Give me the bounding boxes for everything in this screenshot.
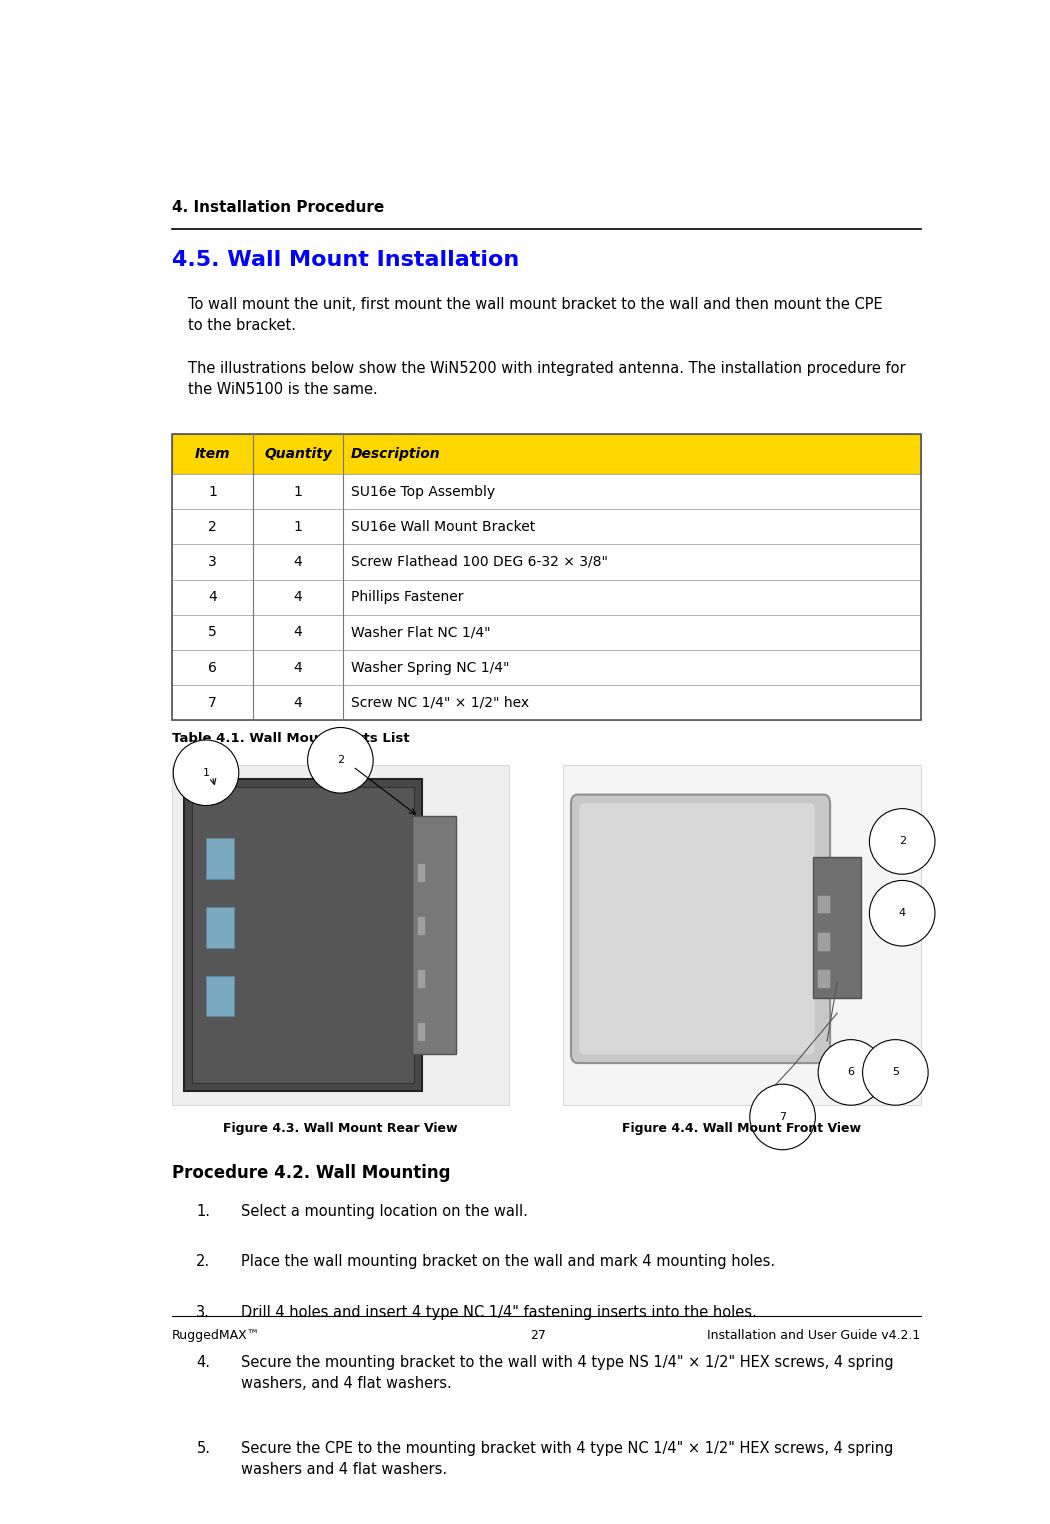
Text: SU16e Top Assembly: SU16e Top Assembly xyxy=(351,485,496,498)
Text: 4: 4 xyxy=(294,555,302,568)
Text: Phillips Fastener: Phillips Fastener xyxy=(351,590,463,604)
FancyBboxPatch shape xyxy=(184,779,422,1091)
FancyBboxPatch shape xyxy=(206,975,234,1017)
FancyBboxPatch shape xyxy=(172,509,921,544)
Text: Drill 4 holes and insert 4 type NC 1/4" fastening inserts into the holes.: Drill 4 holes and insert 4 type NC 1/4" … xyxy=(242,1305,757,1320)
Text: Procedure 4.2. Wall Mounting: Procedure 4.2. Wall Mounting xyxy=(172,1164,450,1183)
FancyBboxPatch shape xyxy=(817,933,831,951)
Text: Figure 4.4. Wall Mount Front View: Figure 4.4. Wall Mount Front View xyxy=(622,1122,861,1135)
Text: 27: 27 xyxy=(530,1329,546,1341)
Text: Screw Flathead 100 DEG 6-32 × 3/8": Screw Flathead 100 DEG 6-32 × 3/8" xyxy=(351,555,608,568)
Text: Washer Spring NC 1/4": Washer Spring NC 1/4" xyxy=(351,660,509,675)
Text: To wall mount the unit, first mount the wall mount bracket to the wall and then : To wall mount the unit, first mount the … xyxy=(188,297,883,332)
FancyBboxPatch shape xyxy=(814,856,861,998)
Text: 4. Installation Procedure: 4. Installation Procedure xyxy=(172,201,384,215)
Text: Screw NC 1/4" × 1/2" hex: Screw NC 1/4" × 1/2" hex xyxy=(351,696,529,710)
FancyBboxPatch shape xyxy=(172,686,921,721)
Text: 1: 1 xyxy=(208,485,217,498)
Text: Washer Flat NC 1/4": Washer Flat NC 1/4" xyxy=(351,625,490,640)
Text: 4: 4 xyxy=(294,696,302,710)
Text: Select a mounting location on the wall.: Select a mounting location on the wall. xyxy=(242,1204,528,1219)
Text: 3.: 3. xyxy=(196,1305,210,1320)
Text: 2.: 2. xyxy=(196,1254,210,1269)
Text: 4: 4 xyxy=(899,908,906,919)
FancyBboxPatch shape xyxy=(172,579,921,614)
Text: 6: 6 xyxy=(847,1067,855,1077)
FancyBboxPatch shape xyxy=(580,803,815,1055)
FancyBboxPatch shape xyxy=(417,1023,425,1041)
Text: Quantity: Quantity xyxy=(265,447,332,460)
Text: Place the wall mounting bracket on the wall and mark 4 mounting holes.: Place the wall mounting bracket on the w… xyxy=(242,1254,775,1269)
Text: 3: 3 xyxy=(208,555,217,568)
FancyBboxPatch shape xyxy=(571,794,831,1064)
FancyBboxPatch shape xyxy=(172,474,921,509)
FancyBboxPatch shape xyxy=(172,434,921,474)
FancyBboxPatch shape xyxy=(172,649,921,686)
Text: Installation and User Guide v4.2.1: Installation and User Guide v4.2.1 xyxy=(708,1329,921,1341)
Text: The illustrations below show the WiN5200 with integrated antenna. The installati: The illustrations below show the WiN5200… xyxy=(188,361,906,398)
Text: 4: 4 xyxy=(208,590,217,604)
Text: Figure 4.3. Wall Mount Rear View: Figure 4.3. Wall Mount Rear View xyxy=(224,1122,458,1135)
Text: 4: 4 xyxy=(294,590,302,604)
FancyBboxPatch shape xyxy=(563,765,921,1105)
Text: 2: 2 xyxy=(899,837,906,846)
Text: Secure the CPE to the mounting bracket with 4 type NC 1/4" × 1/2" HEX screws, 4 : Secure the CPE to the mounting bracket w… xyxy=(242,1440,894,1477)
FancyBboxPatch shape xyxy=(417,969,425,988)
Text: 6: 6 xyxy=(208,660,217,675)
Text: 1: 1 xyxy=(203,768,210,777)
FancyBboxPatch shape xyxy=(172,614,921,649)
FancyBboxPatch shape xyxy=(417,863,425,882)
Text: RuggedMAX™: RuggedMAX™ xyxy=(172,1329,260,1341)
Text: Table 4.1. Wall Mount Parts List: Table 4.1. Wall Mount Parts List xyxy=(172,732,410,745)
Text: 5: 5 xyxy=(891,1067,899,1077)
Text: 4: 4 xyxy=(294,660,302,675)
FancyBboxPatch shape xyxy=(413,817,456,1053)
Text: Item: Item xyxy=(195,447,230,460)
Text: 2: 2 xyxy=(337,756,344,765)
Text: 5: 5 xyxy=(208,625,217,640)
Text: 2: 2 xyxy=(208,520,217,533)
Text: Description: Description xyxy=(351,447,441,460)
Text: 7: 7 xyxy=(208,696,217,710)
Text: 5.: 5. xyxy=(196,1440,210,1455)
Text: 4: 4 xyxy=(294,625,302,640)
Text: 1: 1 xyxy=(294,485,302,498)
FancyBboxPatch shape xyxy=(417,916,425,936)
Text: 4.5. Wall Mount Installation: 4.5. Wall Mount Installation xyxy=(172,250,519,270)
FancyBboxPatch shape xyxy=(817,895,831,913)
Text: 1.: 1. xyxy=(196,1204,210,1219)
Text: 1: 1 xyxy=(294,520,302,533)
FancyBboxPatch shape xyxy=(206,838,234,879)
Text: Secure the mounting bracket to the wall with 4 type NS 1/4" × 1/2" HEX screws, 4: Secure the mounting bracket to the wall … xyxy=(242,1355,894,1391)
Text: 4.: 4. xyxy=(196,1355,210,1370)
FancyBboxPatch shape xyxy=(172,765,509,1105)
FancyBboxPatch shape xyxy=(206,907,234,948)
Text: SU16e Wall Mount Bracket: SU16e Wall Mount Bracket xyxy=(351,520,536,533)
Text: 7: 7 xyxy=(779,1113,786,1122)
FancyBboxPatch shape xyxy=(817,969,831,988)
FancyBboxPatch shape xyxy=(192,786,414,1084)
FancyBboxPatch shape xyxy=(172,544,921,579)
